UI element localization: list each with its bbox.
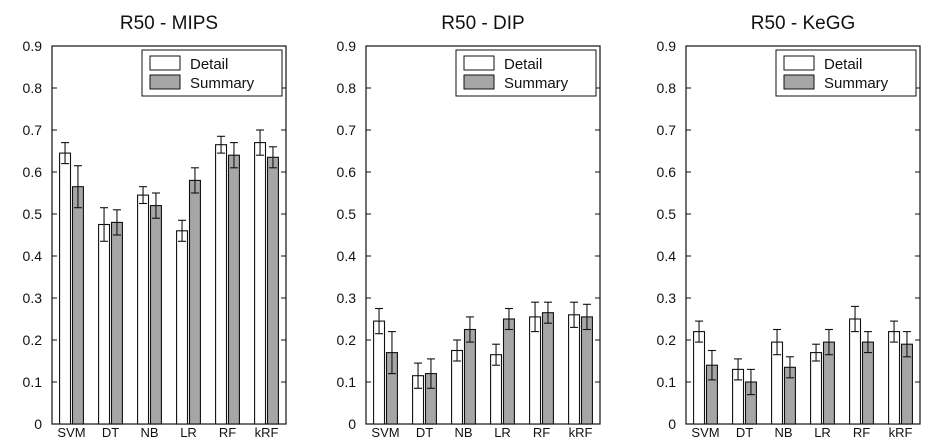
y-tick-label: 0.9: [657, 38, 677, 54]
bar-detail-svm: [373, 320, 386, 425]
y-tick-label: 0: [348, 416, 356, 432]
x-tick-label: LR: [494, 425, 511, 438]
legend-swatch-detail: [463, 55, 495, 71]
bar-detail-lr: [810, 352, 823, 425]
x-tick-label: NB: [140, 425, 158, 438]
x-tick-label: SVM: [691, 425, 719, 438]
y-tick-label: 0.8: [657, 80, 677, 96]
chart-title: R50 - DIP: [441, 13, 524, 34]
y-tick-label: 0.6: [23, 164, 43, 180]
y-tick-label: 0.1: [23, 374, 43, 390]
legend-swatch-detail: [783, 55, 815, 71]
bar-detail-svm: [693, 331, 706, 425]
y-tick-label: 0.8: [337, 80, 357, 96]
bar-summary-rf: [541, 312, 554, 425]
legend-swatch-detail: [149, 55, 181, 71]
bar-detail-rf: [849, 318, 862, 425]
chart-panel-3: R50 - KeGG 0 0.1 0.2 0.3 0.4 0.5 0.6 0.7 0.8 0.9 SV…: [657, 13, 921, 438]
legend-label-summary: Summary: [504, 75, 569, 92]
bar-detail-krf: [254, 142, 267, 425]
bar-summary-nb: [149, 205, 162, 425]
x-tick-label: SVM: [371, 425, 399, 438]
plot-frame: [365, 45, 601, 425]
legend-swatch-summary: [463, 74, 495, 90]
y-tick-label: 0.8: [23, 80, 43, 96]
y-tick-label: 0.3: [657, 290, 677, 306]
y-tick-label: 0.2: [337, 332, 357, 348]
x-tick-label: LR: [180, 425, 197, 438]
x-tick-label: DT: [416, 425, 433, 438]
legend-label-detail: Detail: [504, 56, 542, 73]
chart-title: R50 - KeGG: [751, 13, 856, 34]
x-tick-label: DT: [102, 425, 119, 438]
legend-label-summary: Summary: [824, 75, 889, 92]
legend: Detail Summary: [141, 49, 283, 97]
bar-detail-svm: [59, 152, 72, 425]
x-tick-label: NB: [454, 425, 472, 438]
bar-detail-krf: [568, 314, 581, 425]
legend: Detail Summary: [775, 49, 917, 97]
bar-detail-lr: [176, 230, 189, 425]
x-tick-label: kRF: [255, 425, 279, 438]
y-tick-label: 0.3: [23, 290, 43, 306]
y-tick-label: 0.5: [337, 206, 357, 222]
legend: Detail Summary: [455, 49, 597, 97]
legend-swatch-summary: [149, 74, 181, 90]
plot-frame: [51, 45, 287, 425]
bar-detail-dt: [98, 223, 111, 425]
y-tick-label: 0.6: [657, 164, 677, 180]
legend-label-detail: Detail: [190, 56, 228, 73]
y-tick-label: 0.2: [657, 332, 677, 348]
y-tick-label: 0: [34, 416, 42, 432]
bar-summary-lr: [188, 179, 201, 425]
plot-frame: [685, 45, 921, 425]
bar-summary-rf: [861, 341, 874, 425]
bar-detail-rf: [215, 144, 228, 425]
bar-summary-dt: [110, 221, 123, 425]
bar-detail-rf: [529, 316, 542, 425]
chart-panel-1: R50 - MIPS 0 0.1 0.2 0.3 0.4 0.5 0.6 0.7 0.8 0.9 SV…: [23, 13, 287, 438]
bar-summary-svm: [71, 186, 84, 425]
bar-summary-krf: [266, 156, 279, 425]
legend-label-detail: Detail: [824, 56, 862, 73]
legend-swatch-summary: [783, 74, 815, 90]
bar-summary-rf: [227, 154, 240, 425]
x-tick-label: RF: [853, 425, 870, 438]
y-tick-label: 0.7: [657, 122, 677, 138]
bar-detail-nb: [137, 194, 150, 425]
bar-detail-krf: [888, 331, 901, 425]
bar-summary-lr: [502, 318, 515, 425]
y-tick-label: 0.6: [337, 164, 357, 180]
y-tick-label: 0.7: [23, 122, 43, 138]
x-tick-label: SVM: [57, 425, 85, 438]
y-tick-label: 0.4: [657, 248, 677, 264]
chart-title: R50 - MIPS: [120, 13, 218, 34]
y-tick-label: 0.9: [337, 38, 357, 54]
y-tick-label: 0.9: [23, 38, 43, 54]
y-tick-label: 0.4: [337, 248, 357, 264]
x-tick-label: NB: [774, 425, 792, 438]
x-tick-label: LR: [814, 425, 831, 438]
y-tick-label: 0.3: [337, 290, 357, 306]
x-tick-label: RF: [533, 425, 550, 438]
y-tick-label: 0.2: [23, 332, 43, 348]
x-tick-label: kRF: [889, 425, 913, 438]
bar-summary-nb: [463, 328, 476, 425]
y-tick-label: 0.1: [657, 374, 677, 390]
y-tick-label: 0: [668, 416, 676, 432]
chart-panel-2: R50 - DIP 0 0.1 0.2 0.3 0.4 0.5 0.6 0.7 0.8 0.9 SVM…: [337, 13, 601, 438]
y-tick-label: 0.5: [23, 206, 43, 222]
x-tick-label: kRF: [569, 425, 593, 438]
y-tick-label: 0.7: [337, 122, 357, 138]
y-tick-label: 0.4: [23, 248, 43, 264]
legend-label-summary: Summary: [190, 75, 255, 92]
bar-summary-krf: [580, 316, 593, 425]
x-tick-label: RF: [219, 425, 236, 438]
y-tick-label: 0.1: [337, 374, 357, 390]
y-tick-label: 0.5: [657, 206, 677, 222]
x-tick-label: DT: [736, 425, 753, 438]
